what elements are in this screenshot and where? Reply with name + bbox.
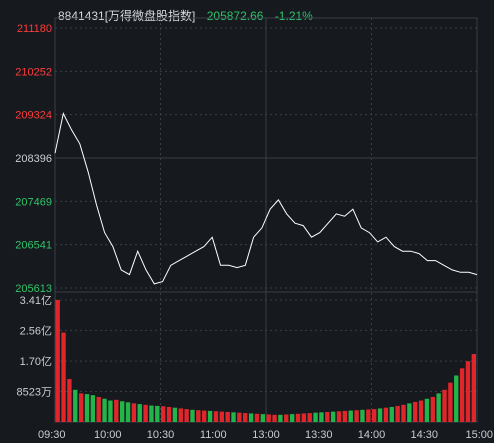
- time-axis-label: 10:30: [147, 429, 175, 441]
- volume-bar: [172, 407, 178, 422]
- time-axis-label: 09:30: [38, 429, 66, 441]
- volume-bar: [96, 396, 101, 422]
- volume-bar: [289, 414, 295, 422]
- volume-bar: [207, 410, 213, 422]
- volume-bar: [237, 412, 242, 422]
- time-axis-label: 13:00: [252, 429, 280, 441]
- volume-bar: [196, 410, 201, 422]
- volume-bar: [131, 403, 137, 422]
- price-axis-label: 206541: [15, 240, 52, 252]
- volume-bar: [295, 413, 301, 422]
- volume-bar: [284, 414, 289, 422]
- volume-bar: [114, 399, 119, 422]
- volume-bar: [354, 410, 359, 422]
- time-axis-label: 10:00: [94, 429, 122, 441]
- volume-bar: [336, 411, 342, 422]
- volume-bar: [307, 413, 312, 422]
- price-axis-label: 209324: [15, 110, 52, 122]
- volume-bar: [90, 395, 96, 422]
- volume-bar: [55, 300, 60, 422]
- volume-bar: [266, 414, 271, 422]
- volume-bar: [231, 412, 236, 422]
- volume-bar: [325, 411, 330, 422]
- time-axis-label: 14:30: [410, 429, 438, 441]
- volume-bar: [413, 401, 418, 422]
- volume-bar: [342, 410, 348, 422]
- volume-axis-label: 3.41亿: [20, 294, 52, 307]
- volume-bar: [78, 393, 84, 422]
- volume-bar: [366, 409, 371, 422]
- volume-bar: [471, 354, 476, 422]
- volume-bar: [143, 404, 148, 422]
- volume-bar: [389, 406, 394, 422]
- volume-bar: [190, 409, 195, 422]
- volume-bar: [330, 411, 336, 422]
- price-axis-label: 207469: [15, 196, 52, 208]
- volume-bar: [67, 379, 72, 422]
- time-axis-label: 13:30: [305, 429, 333, 441]
- volume-bar: [73, 389, 78, 422]
- volume-bar: [202, 410, 207, 422]
- volume-bar: [395, 405, 400, 422]
- volume-bar: [84, 394, 90, 422]
- volume-bar: [213, 411, 219, 422]
- chart-header: 8841431[万得微盘股指数] 205872.66 -1.21%: [58, 7, 321, 23]
- volume-bar: [448, 382, 453, 422]
- volume-axis-label: 2.56亿: [20, 324, 52, 337]
- volume-bar: [424, 398, 430, 422]
- volume-bar: [219, 411, 224, 422]
- price-line: [54, 111, 478, 285]
- volume-bar: [301, 413, 307, 422]
- volume-bar: [225, 411, 230, 422]
- volume-bar: [418, 400, 424, 422]
- volume-bar: [125, 402, 131, 422]
- time-axis-label: 14:00: [358, 429, 386, 441]
- volume-bar: [319, 412, 324, 422]
- volume-bar: [377, 408, 383, 422]
- volume-bar: [102, 398, 107, 422]
- volume-bar: [442, 389, 447, 422]
- volume-bar: [360, 409, 365, 422]
- volume-bar: [137, 404, 142, 422]
- volume-bar: [155, 405, 160, 422]
- index-title: 8841431[万得微盘股指数]: [58, 9, 196, 23]
- volume-bar: [348, 410, 353, 422]
- volume-bar: [184, 409, 189, 422]
- volume-bar: [161, 406, 166, 422]
- index-last-value: 205872.66: [206, 9, 264, 23]
- volume-bar: [108, 400, 113, 422]
- volume-bar: [436, 393, 441, 422]
- volume-bar: [465, 361, 471, 422]
- price-axis-label: 205613: [15, 283, 52, 295]
- volume-bar: [383, 407, 389, 422]
- volume-axis-label: 8523万: [17, 387, 52, 399]
- volume-bar: [243, 413, 248, 422]
- volume-bar: [272, 414, 277, 422]
- volume-bar: [149, 405, 154, 422]
- volume-bar: [119, 401, 125, 422]
- price-axis-label: 210252: [15, 66, 52, 78]
- volume-bar: [372, 409, 377, 422]
- time-axis-label: 15:00: [465, 429, 493, 441]
- volume-bar: [178, 408, 183, 422]
- volume-bar: [430, 396, 435, 422]
- volume-bar: [407, 403, 412, 422]
- volume-bar: [254, 413, 260, 422]
- volume-bar: [278, 414, 283, 422]
- volume-bar: [61, 332, 66, 422]
- price-axis-label: 211180: [17, 23, 52, 35]
- time-axis-label: 11:00: [200, 429, 227, 441]
- price-axis-label: 208396: [15, 153, 52, 165]
- volume-bar: [166, 406, 172, 422]
- index-change-pct: -1.21%: [274, 9, 313, 23]
- volume-bar: [459, 368, 465, 422]
- volume-bar: [313, 412, 318, 422]
- volume-bar: [401, 404, 406, 422]
- volume-axis-label: 1.70亿: [20, 355, 52, 368]
- volume-bar: [454, 375, 459, 422]
- volume-bar: [248, 413, 254, 422]
- volume-bar: [260, 414, 265, 422]
